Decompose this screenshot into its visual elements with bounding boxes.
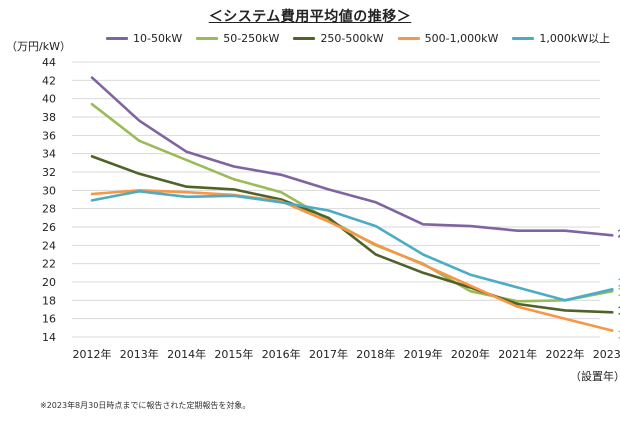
y-axis-unit-label: （万円/kW） bbox=[6, 40, 71, 53]
y-tick-label: 38 bbox=[42, 111, 56, 124]
y-tick-label: 18 bbox=[42, 294, 56, 307]
legend-item: 1,000kW以上 bbox=[512, 30, 610, 46]
x-tick-label: 2021年 bbox=[498, 347, 537, 361]
end-value-label: 19.2 bbox=[617, 276, 620, 289]
x-tick-label: 2023年 bbox=[593, 347, 620, 361]
legend-item: 50-250kW bbox=[196, 30, 279, 46]
chart-title: ＜システム費用平均値の推移＞ bbox=[208, 9, 412, 25]
legend-label: 10-50kW bbox=[133, 31, 183, 45]
x-tick-label: 2022年 bbox=[546, 347, 585, 361]
legend-swatch bbox=[293, 36, 316, 40]
series-line bbox=[90, 102, 614, 303]
y-tick-label: 32 bbox=[42, 166, 56, 179]
end-value-label: 25.1 bbox=[617, 227, 620, 240]
series-line bbox=[90, 155, 614, 314]
y-tick-label: 30 bbox=[42, 184, 56, 197]
end-value-label: 19.0 bbox=[617, 286, 620, 299]
y-tick-label: 42 bbox=[42, 74, 56, 87]
x-axis-unit-label: （設置年） bbox=[570, 370, 620, 383]
y-tick-label: 22 bbox=[42, 258, 56, 271]
y-tick-label: 26 bbox=[42, 221, 56, 234]
x-tick-label: 2020年 bbox=[451, 347, 490, 361]
y-tick-label: 40 bbox=[42, 93, 56, 106]
legend-label: 500-1,000kW bbox=[424, 31, 499, 45]
legend-swatch bbox=[512, 36, 535, 40]
x-tick-label: 2018年 bbox=[356, 347, 395, 361]
legend-item: 500-1,000kW bbox=[397, 30, 499, 46]
y-tick-label: 34 bbox=[42, 148, 56, 161]
y-tick-label: 16 bbox=[42, 313, 56, 326]
x-tick-label: 2013年 bbox=[120, 347, 159, 361]
legend-label: 1,000kW以上 bbox=[539, 32, 611, 45]
y-tick-label: 44 bbox=[42, 56, 56, 69]
y-tick-label: 20 bbox=[42, 276, 56, 289]
y-tick-label: 14 bbox=[42, 331, 56, 344]
legend-label: 250-500kW bbox=[320, 31, 384, 45]
x-tick-label: 2016年 bbox=[262, 347, 301, 361]
footnote: ※2023年8月30日時点までに報告された定期報告を対象。 bbox=[40, 401, 251, 410]
end-value-label: 14.7 bbox=[617, 329, 620, 342]
y-tick-label: 24 bbox=[42, 239, 56, 252]
y-tick-label: 36 bbox=[42, 129, 56, 142]
y-tick-label: 28 bbox=[42, 203, 56, 216]
x-tick-label: 2019年 bbox=[404, 347, 443, 361]
legend-swatch bbox=[106, 36, 128, 40]
legend-item: 250-500kW bbox=[293, 30, 384, 46]
legend-label: 50-250kW bbox=[223, 31, 280, 45]
legend-swatch bbox=[196, 36, 219, 40]
legend-item: 10-50kW bbox=[106, 30, 182, 46]
series-line bbox=[90, 76, 614, 237]
x-tick-label: 2015年 bbox=[214, 347, 253, 361]
legend-swatch bbox=[397, 36, 420, 40]
x-tick-label: 2014年 bbox=[167, 347, 206, 361]
chart-legend: 10-50kW 50-250kW 250-500kW 500-1,000kW 1,000… bbox=[106, 30, 610, 46]
x-tick-label: 2012年 bbox=[73, 347, 112, 361]
x-tick-label: 2017年 bbox=[309, 347, 348, 361]
series-line bbox=[90, 190, 614, 302]
end-value-label: 16.7 bbox=[617, 304, 620, 317]
series-line bbox=[90, 189, 614, 332]
